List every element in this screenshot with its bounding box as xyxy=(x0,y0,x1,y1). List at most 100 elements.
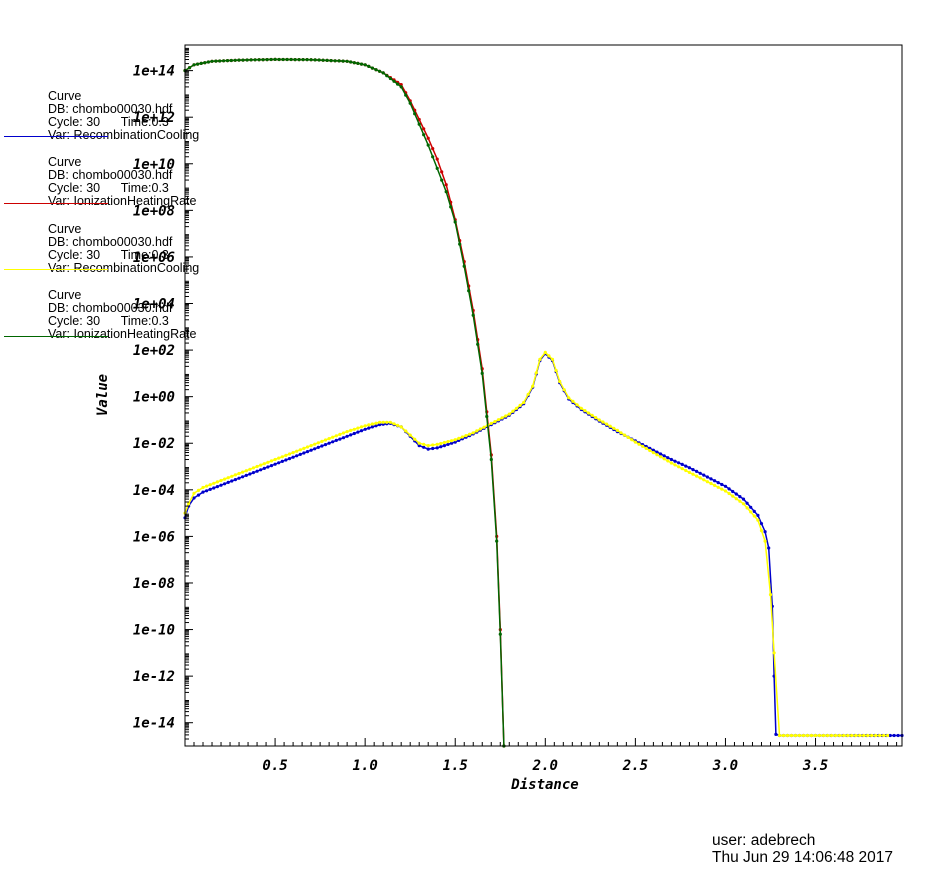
data-point xyxy=(691,468,695,472)
data-point xyxy=(392,79,396,83)
data-point xyxy=(777,733,782,738)
data-point xyxy=(439,441,443,446)
data-point xyxy=(381,71,385,75)
data-point xyxy=(677,465,681,469)
data-point xyxy=(446,442,450,446)
data-point xyxy=(594,416,598,420)
data-point xyxy=(659,452,663,456)
data-point xyxy=(367,423,371,427)
data-point xyxy=(426,143,430,147)
data-point xyxy=(196,62,200,66)
legend-4-line-3: Cycle: 30 Time:0.3 xyxy=(48,314,169,328)
data-point xyxy=(727,487,731,491)
data-point xyxy=(408,433,412,437)
data-point xyxy=(558,379,562,384)
data-point xyxy=(789,733,794,738)
data-point xyxy=(720,482,724,487)
data-point xyxy=(345,434,349,438)
data-point xyxy=(837,733,842,738)
data-point xyxy=(759,522,764,526)
data-point xyxy=(426,444,430,448)
data-point xyxy=(731,489,735,494)
data-point xyxy=(482,425,486,429)
data-point xyxy=(882,733,886,738)
data-point xyxy=(206,60,210,64)
data-point xyxy=(435,157,439,161)
data-point xyxy=(341,436,346,440)
data-point xyxy=(259,463,263,467)
x-tick-label: 1.5 xyxy=(443,758,468,774)
data-point xyxy=(805,733,810,738)
data-point xyxy=(374,424,378,428)
data-point xyxy=(223,477,227,481)
data-point xyxy=(352,431,356,436)
data-point xyxy=(305,445,310,449)
data-point xyxy=(262,466,266,470)
y-tick-label: 1e+04 xyxy=(133,297,175,313)
data-point xyxy=(291,451,295,455)
data-point xyxy=(464,434,468,438)
y-tick-label: 1e-02 xyxy=(133,436,175,452)
data-point xyxy=(205,484,209,488)
data-point xyxy=(669,457,674,462)
data-point xyxy=(289,57,293,62)
data-point xyxy=(396,423,400,427)
data-point xyxy=(305,58,309,62)
legend-4-line-1: Curve xyxy=(48,288,82,302)
data-point xyxy=(261,58,265,62)
data-point xyxy=(813,733,818,738)
data-point xyxy=(514,406,519,410)
legend-1-line-4: Var: RecombinationCooling xyxy=(48,128,200,142)
data-point xyxy=(233,478,237,482)
data-point xyxy=(547,354,551,358)
data-point xyxy=(374,421,378,425)
data-point xyxy=(597,418,601,422)
data-point xyxy=(237,471,241,476)
data-point xyxy=(331,435,335,439)
data-point xyxy=(316,445,320,449)
legend-entry-1: Curve DB: chombo00030.hdf Cycle: 30 Time… xyxy=(48,90,199,142)
data-point xyxy=(370,422,374,426)
data-point xyxy=(687,466,692,470)
data-point xyxy=(538,357,542,361)
data-point xyxy=(659,455,663,459)
data-point xyxy=(313,447,317,451)
series-line xyxy=(184,58,505,747)
series-3 xyxy=(183,350,890,738)
data-point xyxy=(680,462,684,466)
data-point xyxy=(431,446,435,451)
data-point xyxy=(738,499,742,503)
data-point xyxy=(637,442,641,446)
data-point xyxy=(507,412,511,416)
data-point xyxy=(241,470,245,474)
data-point xyxy=(763,539,767,543)
data-point xyxy=(426,136,430,140)
data-point xyxy=(223,482,227,486)
data-point xyxy=(705,480,710,484)
data-point xyxy=(531,384,535,388)
data-point xyxy=(338,432,342,436)
data-point xyxy=(749,510,753,514)
data-point xyxy=(356,426,360,430)
data-point xyxy=(285,57,289,62)
data-point xyxy=(666,459,670,463)
data-point xyxy=(323,438,328,442)
data-point xyxy=(388,420,392,424)
data-point xyxy=(381,420,385,424)
data-point xyxy=(203,61,207,65)
data-point xyxy=(413,112,417,116)
data-point xyxy=(265,58,269,62)
data-point xyxy=(633,440,638,444)
data-point xyxy=(723,484,728,488)
data-point xyxy=(772,651,776,655)
data-point xyxy=(385,420,389,424)
data-point xyxy=(435,442,439,446)
data-point xyxy=(453,440,457,444)
data-point xyxy=(352,61,356,65)
data-point xyxy=(201,485,205,490)
data-point xyxy=(230,479,234,483)
data-point xyxy=(192,491,196,495)
series-line xyxy=(184,352,902,737)
data-point xyxy=(781,733,786,738)
data-point xyxy=(255,464,259,469)
